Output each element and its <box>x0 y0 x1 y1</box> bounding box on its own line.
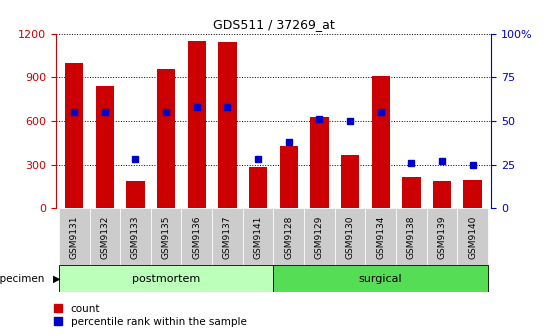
Bar <box>95 86 114 208</box>
Bar <box>396 208 427 265</box>
Text: GSM9130: GSM9130 <box>345 215 354 259</box>
Legend: count, percentile rank within the sample: count, percentile rank within the sample <box>50 299 251 331</box>
Text: GSM9131: GSM9131 <box>70 215 79 259</box>
Text: specimen: specimen <box>0 274 45 284</box>
Bar <box>427 208 458 265</box>
Text: GSM9140: GSM9140 <box>468 215 477 259</box>
Bar <box>212 208 243 265</box>
Bar <box>249 167 267 208</box>
Bar <box>59 208 89 265</box>
Bar <box>273 265 488 292</box>
Bar <box>89 208 120 265</box>
Text: GSM9137: GSM9137 <box>223 215 232 259</box>
Bar <box>120 208 151 265</box>
Bar <box>464 180 482 208</box>
Bar <box>218 42 237 208</box>
Bar <box>341 155 359 208</box>
Bar <box>65 63 83 208</box>
Text: GSM9133: GSM9133 <box>131 215 140 259</box>
Bar <box>433 181 451 208</box>
Title: GDS511 / 37269_at: GDS511 / 37269_at <box>213 18 334 31</box>
Bar <box>280 146 298 208</box>
Bar <box>365 208 396 265</box>
Bar <box>273 208 304 265</box>
Bar <box>187 41 206 208</box>
Text: surgical: surgical <box>359 274 402 284</box>
Bar <box>181 208 212 265</box>
Text: GSM9139: GSM9139 <box>437 215 446 259</box>
Bar <box>372 76 390 208</box>
Bar <box>126 181 145 208</box>
Text: GSM9138: GSM9138 <box>407 215 416 259</box>
Bar <box>402 177 421 208</box>
Bar <box>151 208 181 265</box>
Text: GSM9128: GSM9128 <box>284 215 294 259</box>
Bar <box>59 265 273 292</box>
Bar <box>335 208 365 265</box>
Bar <box>243 208 273 265</box>
Text: GSM9132: GSM9132 <box>100 215 109 259</box>
Bar <box>304 208 335 265</box>
Text: ▶: ▶ <box>53 274 60 284</box>
Text: GSM9136: GSM9136 <box>193 215 201 259</box>
Text: GSM9134: GSM9134 <box>376 215 385 259</box>
Text: GSM9129: GSM9129 <box>315 215 324 259</box>
Text: GSM9141: GSM9141 <box>253 215 263 259</box>
Text: postmortem: postmortem <box>132 274 200 284</box>
Bar <box>458 208 488 265</box>
Bar <box>310 117 329 208</box>
Text: GSM9135: GSM9135 <box>162 215 171 259</box>
Bar <box>157 69 175 208</box>
